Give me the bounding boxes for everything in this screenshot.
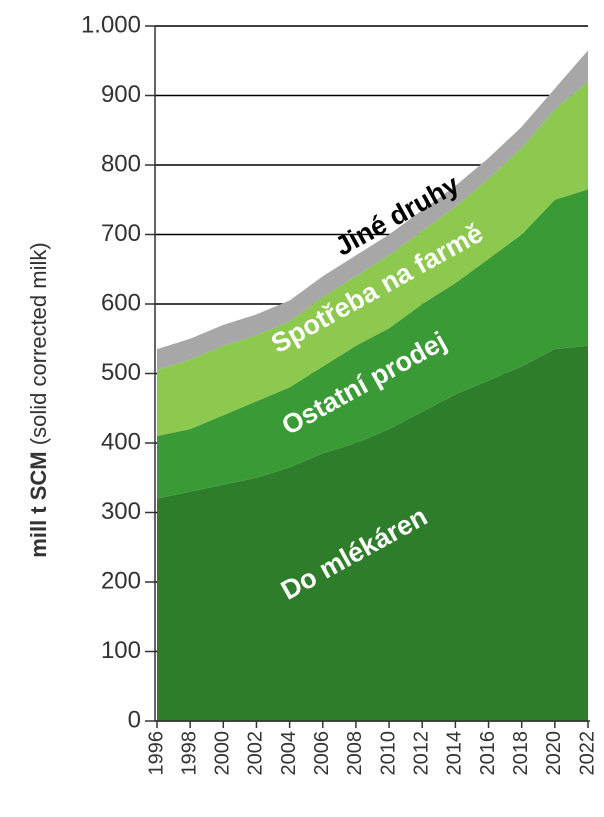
y-tick-label: 1.000 — [81, 11, 141, 38]
x-tick-label: 2016 — [477, 731, 499, 776]
y-tick-label: 0 — [128, 706, 141, 733]
x-tick-label: 2000 — [212, 731, 234, 776]
y-tick-label: 600 — [101, 289, 141, 316]
y-tick-label: 800 — [101, 150, 141, 177]
y-tick-label: 400 — [101, 428, 141, 455]
area — [157, 50, 588, 371]
x-tick-label: 2020 — [543, 731, 565, 776]
x-tick-label: 2014 — [444, 731, 466, 776]
y-tick-label: 100 — [101, 637, 141, 664]
x-tick-label: 1996 — [145, 731, 167, 776]
x-tick-label: 2022 — [576, 731, 598, 776]
x-tick-label: 2018 — [510, 731, 532, 776]
y-axis-label-bold: mill t SCM — [26, 451, 51, 557]
area — [157, 345, 588, 721]
x-tick-label: 2002 — [245, 731, 267, 776]
y-tick-label: 300 — [101, 498, 141, 525]
x-tick-label: 2010 — [377, 731, 399, 776]
x-tick-label: 2008 — [344, 731, 366, 776]
area — [157, 189, 588, 499]
y-axis-label-rest: (solid corrected milk) — [26, 242, 51, 445]
y-tick-label: 500 — [101, 359, 141, 386]
x-tick-label: 1998 — [178, 731, 200, 776]
x-tick-label: 2012 — [411, 731, 433, 776]
x-tick-label: 2004 — [278, 731, 300, 776]
y-axis-label: mill t SCM (solid corrected milk) — [26, 242, 51, 557]
area — [157, 81, 588, 437]
y-tick-label: 700 — [101, 220, 141, 247]
y-tick-label: 900 — [101, 81, 141, 108]
x-tick-label: 2006 — [311, 731, 333, 776]
y-tick-label: 200 — [101, 567, 141, 594]
